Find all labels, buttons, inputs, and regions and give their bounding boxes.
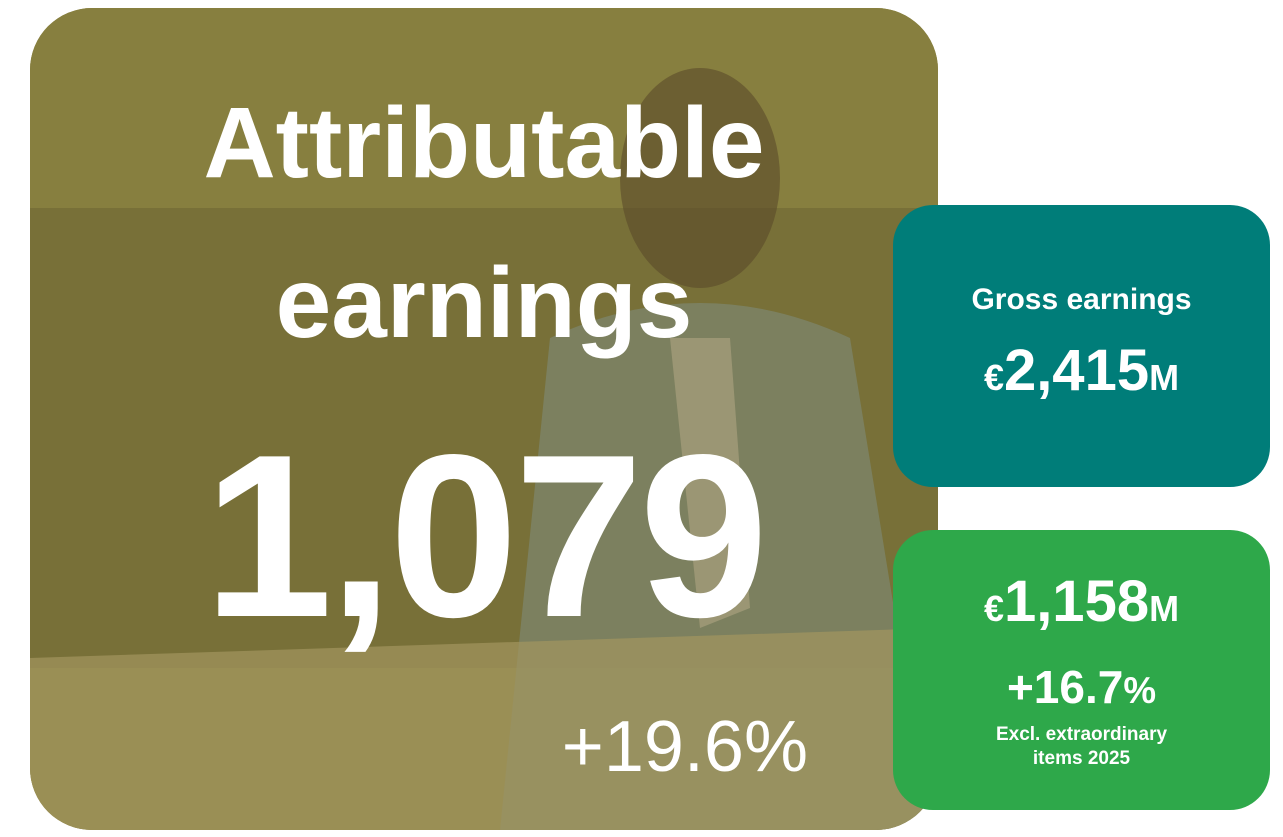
shirt	[670, 338, 750, 628]
background-photo	[30, 8, 938, 830]
table	[30, 628, 938, 830]
amount: 1,158	[1003, 569, 1150, 634]
main-change: +19.6%	[561, 707, 808, 787]
change-number: +16.7	[1006, 661, 1124, 713]
excl-change: +16.7%	[893, 660, 1270, 714]
main-card: Attributable earnings 1,079 +19.6%	[30, 8, 938, 830]
title-line: earnings	[275, 247, 693, 359]
title-line: Attributable	[203, 87, 765, 199]
head	[620, 68, 780, 288]
gross-value: €2,415M	[893, 337, 1270, 404]
note-line: Excl. extraordinary	[995, 724, 1168, 745]
change-unit: %	[1123, 670, 1157, 711]
note-line: items 2025	[1032, 748, 1131, 769]
amount: 2,415	[1003, 338, 1150, 403]
currency: €	[983, 588, 1004, 629]
main-value: 1,079	[203, 407, 769, 666]
excl-value: €1,158M	[893, 568, 1270, 635]
gross-card: Gross earnings €2,415M	[893, 205, 1270, 487]
unit: M	[1149, 357, 1180, 398]
unit: M	[1149, 588, 1180, 629]
excl-card: €1,158M +16.7% Excl. extraordinary items…	[893, 530, 1270, 810]
gross-label: Gross earnings	[971, 283, 1192, 316]
currency: €	[983, 357, 1004, 398]
